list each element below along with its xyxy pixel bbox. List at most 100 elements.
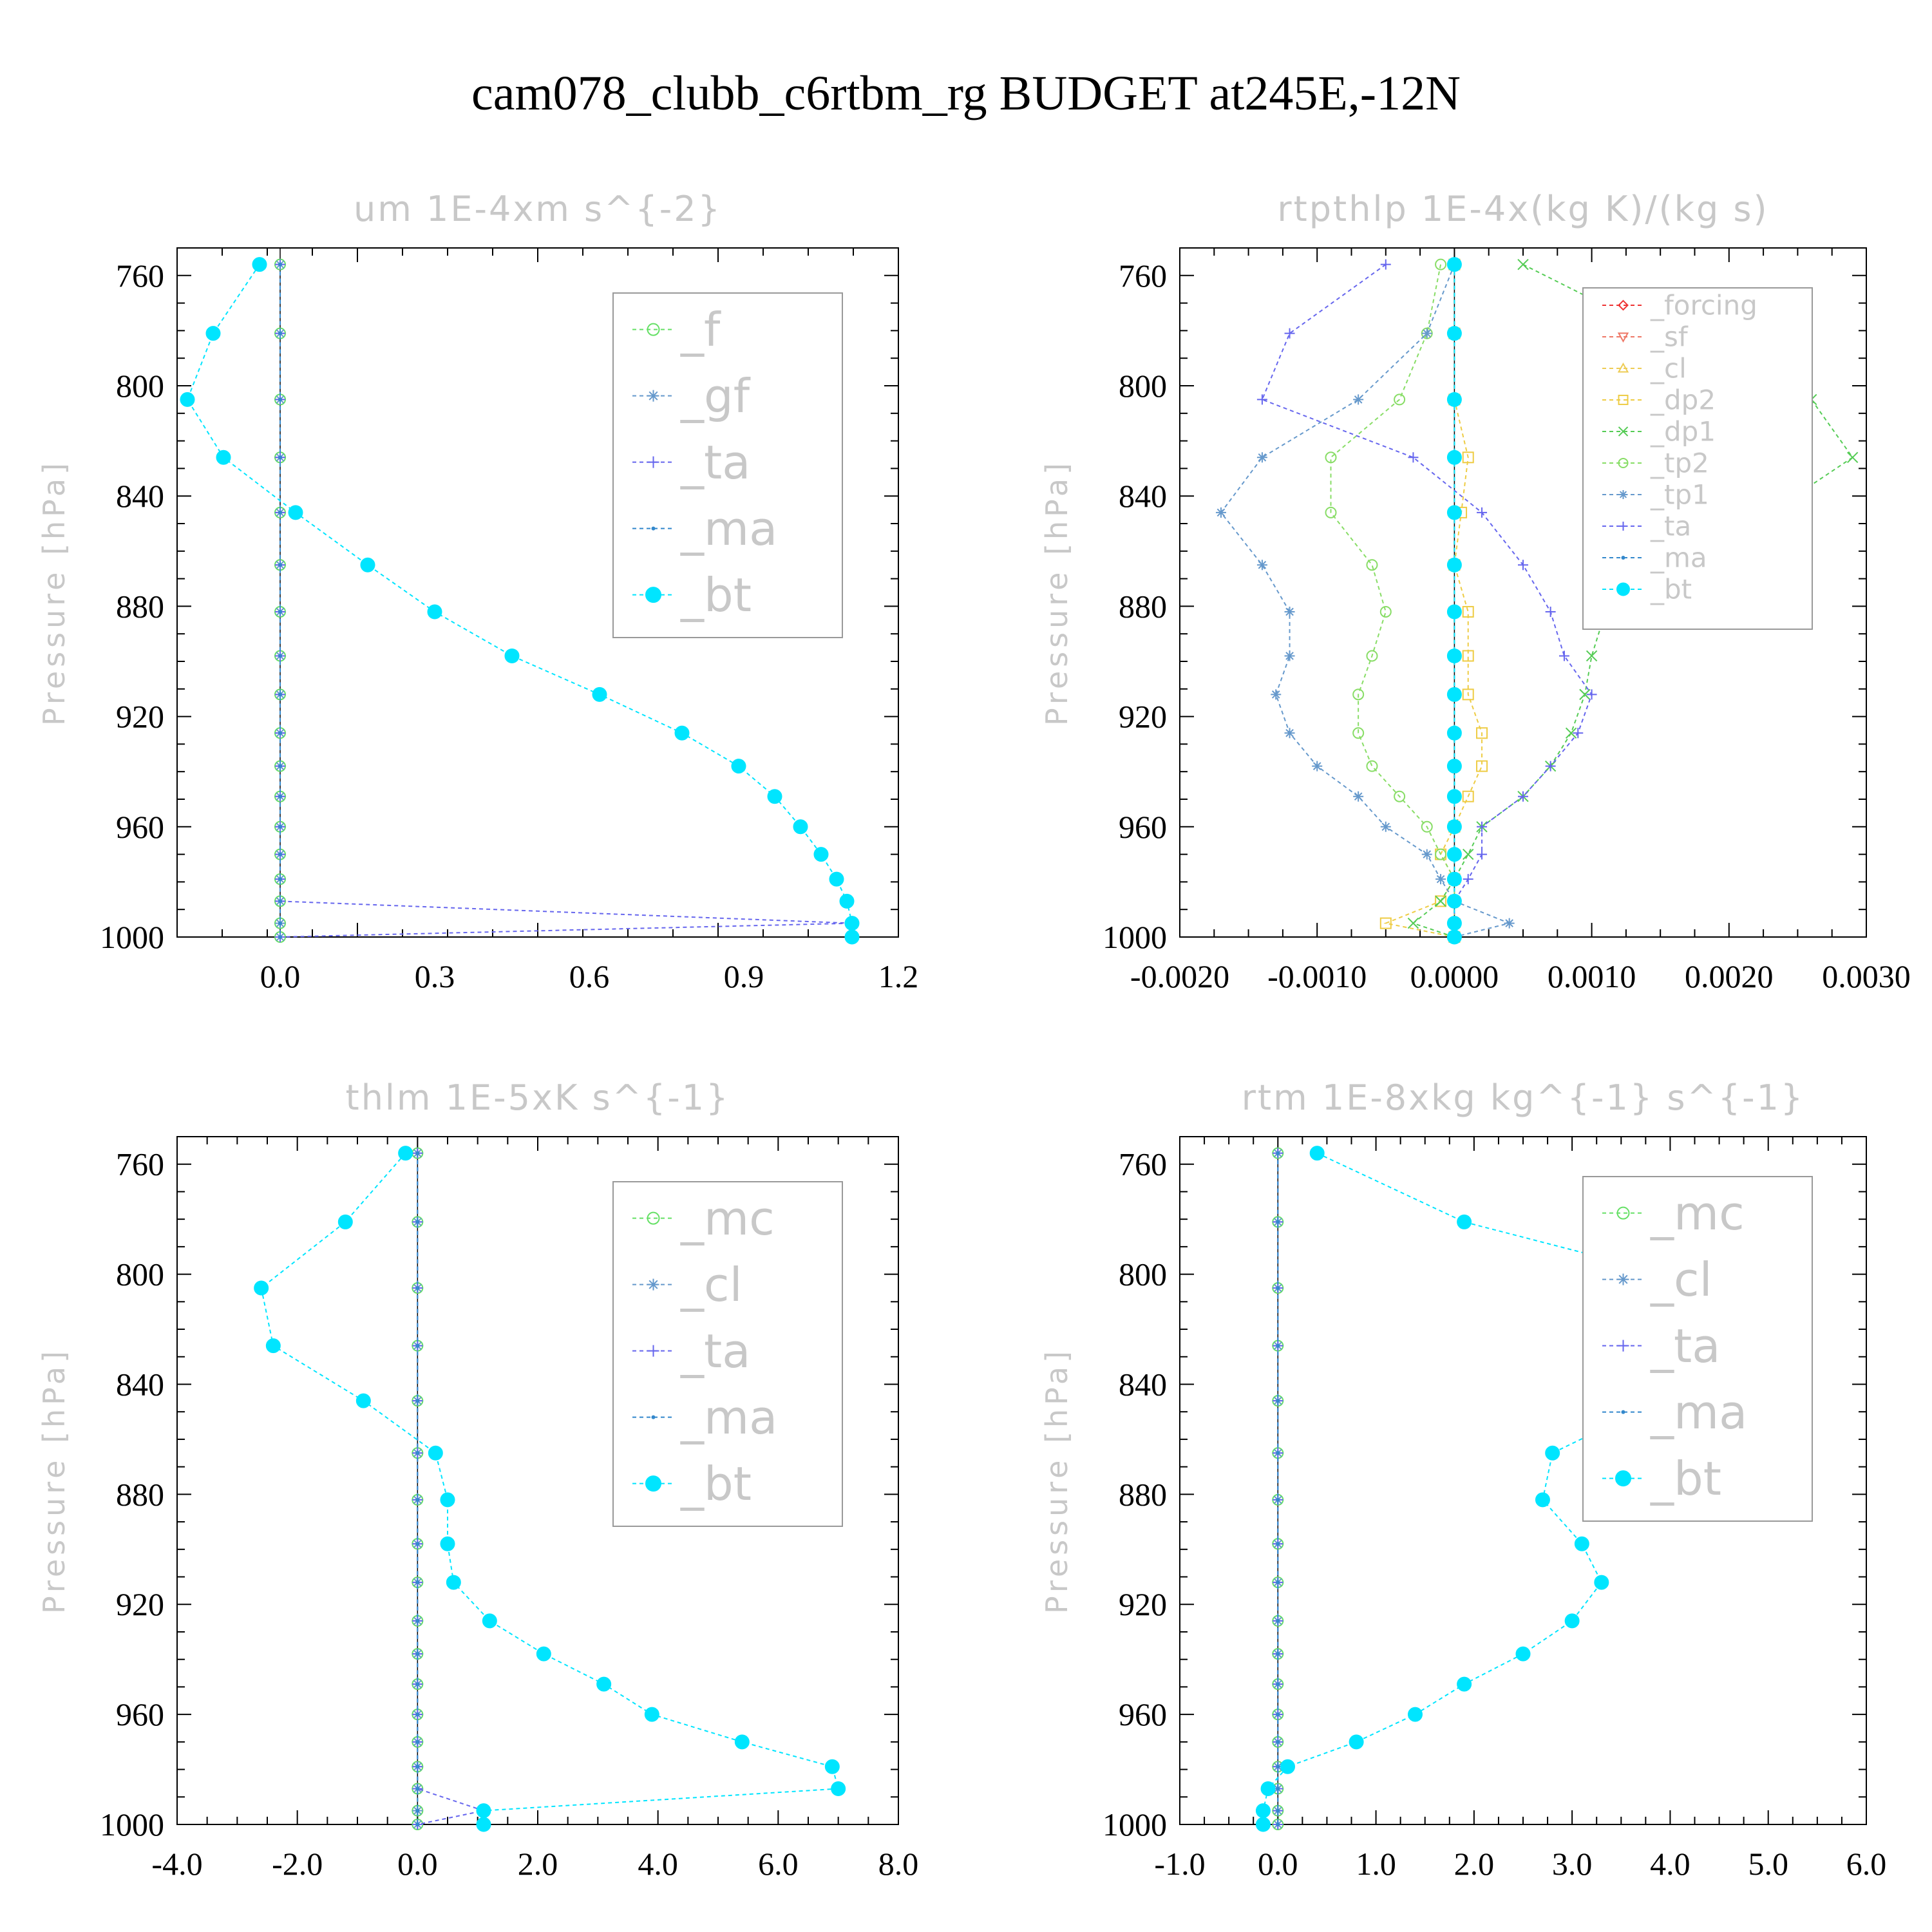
- data-point: [278, 654, 282, 658]
- data-point: [1215, 507, 1226, 518]
- y-tick-label: 840: [116, 478, 164, 514]
- data-point: [1476, 760, 1488, 772]
- data-point: [288, 505, 303, 520]
- legend-label: _ta: [680, 435, 750, 489]
- series-bt: [254, 1146, 846, 1832]
- legend-marker: [1618, 394, 1629, 405]
- x-tick-label: 4.0: [638, 1846, 678, 1882]
- y-tick-label: 880: [1119, 588, 1167, 624]
- figure-title: cam078_clubb_c6rtbm_rg BUDGET at245E,-12…: [471, 66, 1461, 120]
- legend-marker: [651, 1415, 656, 1419]
- data-point: [1545, 1445, 1560, 1461]
- data-point: [278, 921, 282, 925]
- y-tick-label: 1000: [100, 919, 164, 955]
- data-point: [1446, 450, 1462, 465]
- y-tick-label: 880: [116, 1476, 164, 1512]
- data-point: [1446, 789, 1462, 804]
- panel-title: rtpthlp 1E-4x(kg K)/(kg s): [1277, 189, 1768, 229]
- data-point: [1558, 650, 1569, 661]
- data-point: [1366, 559, 1378, 571]
- y-tick-label: 920: [116, 699, 164, 735]
- legend-label: _mc: [680, 1191, 775, 1245]
- legend-label: _ma: [1650, 542, 1707, 574]
- data-point: [278, 899, 282, 904]
- data-point: [1379, 605, 1392, 618]
- data-point: [278, 824, 282, 829]
- x-tick-label: 0.0020: [1685, 958, 1774, 994]
- data-point: [476, 1803, 491, 1819]
- legend-marker: [1618, 426, 1629, 437]
- data-point: [644, 1707, 659, 1722]
- data-point: [1463, 848, 1474, 860]
- y-axis-label: Pressure [hPa]: [37, 459, 71, 726]
- data-point: [278, 764, 282, 768]
- data-point: [1353, 791, 1364, 802]
- data-point: [415, 1765, 420, 1769]
- data-point: [1446, 916, 1462, 931]
- x-tick-label: 2.0: [1454, 1846, 1495, 1882]
- data-point: [844, 916, 860, 931]
- data-point: [1446, 725, 1462, 741]
- x-tick-label: 8.0: [878, 1846, 919, 1882]
- legend-marker: [651, 526, 656, 531]
- series-bt: [180, 257, 860, 945]
- data-point: [504, 648, 520, 663]
- y-tick-label: 1000: [1103, 919, 1167, 955]
- x-tick-label: 1.0: [1356, 1846, 1396, 1882]
- data-point: [1564, 1613, 1580, 1629]
- data-point: [1446, 505, 1462, 520]
- legend-marker: [1617, 362, 1629, 373]
- legend-marker: [645, 587, 661, 603]
- data-point: [1446, 257, 1462, 272]
- data-point: [415, 1712, 420, 1717]
- data-point: [415, 1652, 420, 1656]
- x-tick-label: -1.0: [1154, 1846, 1205, 1882]
- data-point: [216, 450, 231, 465]
- data-point: [278, 935, 282, 939]
- data-point: [831, 1781, 846, 1796]
- legend-label: _ta: [680, 1324, 750, 1378]
- panel-1: um 1E-4xm s^{-2} Pressure [hPa] 0.0 0.3 0.6 0…: [37, 189, 918, 994]
- data-point: [1462, 688, 1474, 701]
- y-tick-label: 1000: [100, 1806, 164, 1842]
- legend-marker: [1616, 1206, 1630, 1220]
- legend: _mc _cl _ta _ma _bt: [1582, 1176, 1813, 1522]
- data-point: [180, 392, 195, 407]
- data-point: [415, 1823, 420, 1826]
- legend-marker: [1618, 457, 1629, 468]
- x-tick-label: 5.0: [1748, 1846, 1788, 1882]
- legend-label: _cl: [1650, 1253, 1712, 1307]
- series-ta: [412, 1148, 489, 1830]
- data-point: [674, 725, 690, 741]
- data-point: [415, 1618, 420, 1623]
- panel-4: rtm 1E-8xkg kg^{-1} s^{-1} Pressure [hPa]…: [1039, 1077, 1886, 1882]
- data-point: [1276, 1712, 1280, 1717]
- data-point: [1565, 727, 1577, 739]
- data-point: [1477, 821, 1488, 832]
- data-point: [1276, 1618, 1280, 1623]
- y-tick-label: 960: [1119, 1696, 1167, 1732]
- data-point: [1276, 1542, 1280, 1546]
- series-ma: [415, 1151, 420, 1826]
- data-point: [1446, 604, 1462, 620]
- data-point: [1421, 820, 1433, 833]
- x-tick-label: 1.2: [878, 958, 919, 994]
- legend-label: _bt: [680, 568, 752, 622]
- y-tick-label: 800: [116, 368, 164, 404]
- data-point: [1255, 1817, 1271, 1832]
- data-point: [1394, 790, 1406, 802]
- series-bt: [1446, 257, 1462, 945]
- data-point: [1477, 849, 1488, 860]
- data-point: [1352, 727, 1365, 739]
- data-point: [1276, 1739, 1280, 1744]
- data-point: [767, 789, 782, 804]
- data-point: [278, 609, 282, 614]
- data-point: [1846, 451, 1859, 463]
- series-ma: [278, 262, 282, 939]
- data-point: [1545, 761, 1556, 772]
- data-point: [1276, 1786, 1280, 1791]
- y-tick-label: 800: [1119, 1256, 1167, 1293]
- data-point: [1276, 1765, 1280, 1769]
- data-point: [337, 1214, 353, 1229]
- data-point: [278, 262, 282, 267]
